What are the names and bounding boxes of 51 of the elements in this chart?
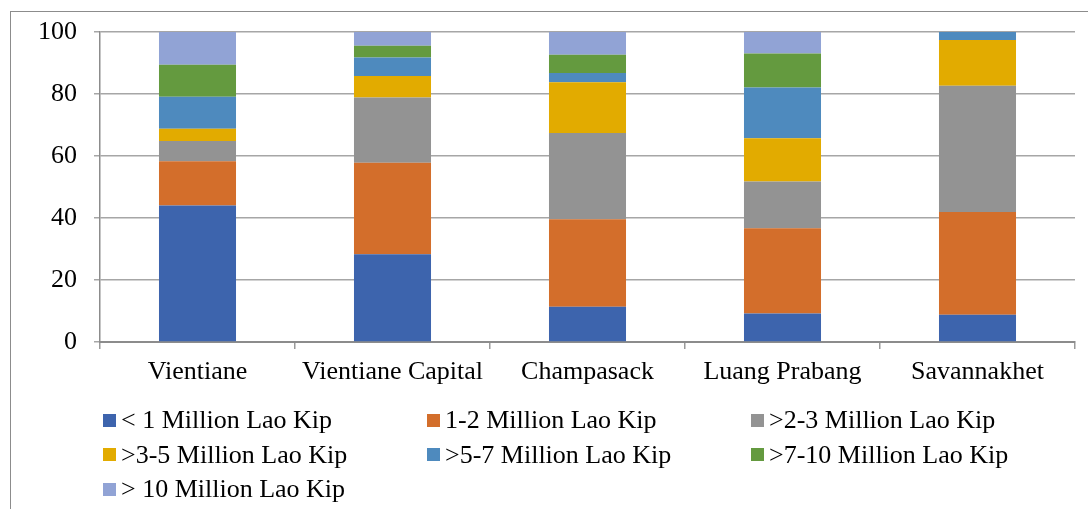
bar xyxy=(743,87,822,139)
y-tick-label: 20 xyxy=(51,263,77,293)
y-tick-label: 100 xyxy=(38,15,77,45)
bar xyxy=(158,141,237,162)
y-tick-label: 80 xyxy=(51,77,77,107)
x-tick-label: Vientiane Capital xyxy=(301,356,484,386)
bar xyxy=(353,32,432,46)
bar xyxy=(743,313,822,342)
legend-label: >7-10 Million Lao Kip xyxy=(769,439,1009,470)
x-tick-label: Champasack xyxy=(521,356,654,386)
legend-label: >5-7 Million Lao Kip xyxy=(445,439,672,470)
bar xyxy=(743,228,822,314)
bar xyxy=(158,128,237,142)
legend-label: >2-3 Million Lao Kip xyxy=(769,405,996,436)
bar xyxy=(548,32,627,55)
bar xyxy=(353,162,432,255)
bar xyxy=(548,133,627,220)
y-tick-label: 0 xyxy=(64,325,77,355)
x-tick-label: Luang Prabang xyxy=(703,356,862,386)
bar xyxy=(158,205,237,342)
bar xyxy=(938,85,1017,213)
legend-label: 1-2 Million Lao Kip xyxy=(445,405,657,436)
bar xyxy=(743,53,822,88)
bar xyxy=(353,57,432,77)
y-tick-label: 60 xyxy=(51,139,77,169)
x-tick-label: Savannakhet xyxy=(911,356,1045,386)
legend-label: > 10 Million Lao Kip xyxy=(121,474,346,505)
bar xyxy=(938,314,1017,342)
bar xyxy=(353,45,432,58)
y-tick-label: 40 xyxy=(51,201,77,231)
bar xyxy=(743,138,822,182)
legend-label: < 1 Million Lao Kip xyxy=(121,405,333,436)
bar xyxy=(158,32,237,65)
bar xyxy=(938,40,1017,86)
x-tick-label: Vientiane xyxy=(147,356,248,386)
bar xyxy=(158,161,237,206)
bar xyxy=(158,64,237,97)
bar xyxy=(353,97,432,163)
bar xyxy=(548,306,627,342)
bar xyxy=(938,32,1017,41)
bar xyxy=(548,219,627,307)
bar xyxy=(743,32,822,54)
bar xyxy=(938,212,1017,315)
bar xyxy=(743,181,822,229)
bar xyxy=(548,54,627,73)
bar xyxy=(353,254,432,342)
bar xyxy=(158,96,237,129)
bar xyxy=(548,72,627,83)
legend-label: >3-5 Million Lao Kip xyxy=(121,439,348,470)
bar xyxy=(353,76,432,98)
bar xyxy=(548,82,627,134)
